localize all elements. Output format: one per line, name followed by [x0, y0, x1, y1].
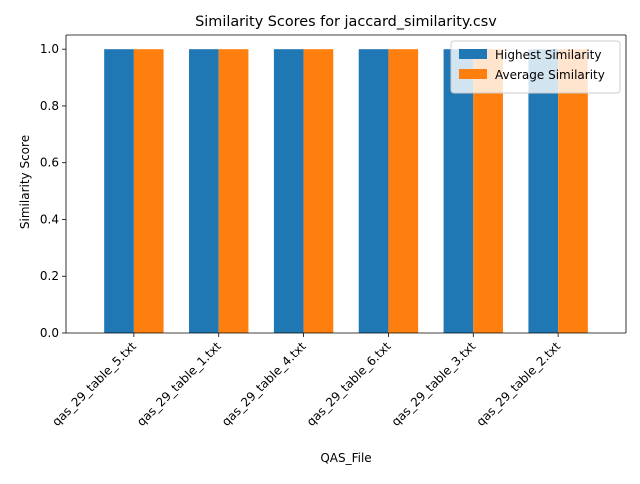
legend-box [450, 40, 621, 94]
legend-label-average: Average Similarity [495, 68, 605, 82]
legend: Highest Similarity Average Similarity [450, 40, 621, 94]
bar-average-4 [388, 49, 419, 333]
chart-title: Similarity Scores for jaccard_similarity… [195, 14, 497, 30]
y-axis-label: Similarity Score [18, 135, 32, 229]
y-tick-label: 0.0 [40, 326, 59, 340]
bar-highest-2 [189, 49, 219, 333]
bar-average-2 [218, 49, 249, 333]
bar-highest-6 [528, 49, 559, 333]
bar-average-6 [558, 49, 588, 333]
y-tick-label: 1.0 [40, 42, 59, 56]
bar-highest-1 [104, 49, 134, 333]
bar-highest-4 [358, 49, 389, 333]
y-tick-label: 0.4 [40, 212, 59, 226]
bar-average-5 [473, 49, 503, 333]
x-axis-label: QAS_File [320, 451, 371, 465]
legend-label-highest: Highest Similarity [495, 48, 601, 62]
bar-highest-3 [273, 49, 304, 333]
y-tick-label: 0.8 [40, 99, 59, 113]
y-tick-label: 0.2 [40, 269, 59, 283]
bars-layer [104, 49, 588, 333]
legend-swatch-average [459, 69, 487, 79]
bar-average-1 [133, 49, 164, 333]
bar-average-3 [303, 49, 334, 333]
y-tick-label: 0.6 [40, 156, 59, 170]
bar-highest-5 [443, 49, 474, 333]
legend-swatch-highest [459, 49, 487, 59]
